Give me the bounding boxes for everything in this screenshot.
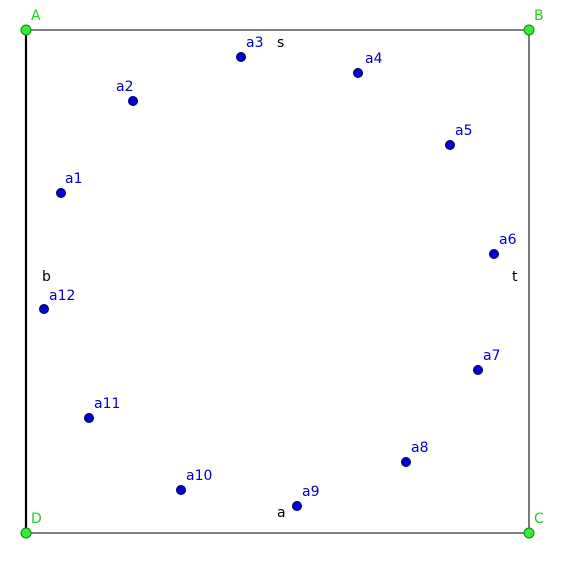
point-label-a5: a5: [455, 123, 473, 139]
point-a10: [176, 485, 186, 495]
square-vertices: A B C D: [20, 8, 544, 539]
point-label-a6: a6: [499, 232, 517, 248]
square-edges: [24, 29, 530, 534]
point-a6: [489, 249, 499, 259]
vertex-a: [20, 24, 32, 36]
point-a7: [473, 365, 483, 375]
point-label-a10: a10: [186, 468, 212, 484]
point-a4: [353, 68, 363, 78]
vertex-label-b: B: [534, 8, 544, 24]
side-label-a: a: [277, 505, 286, 521]
point-a1: [56, 188, 66, 198]
side-label-t: t: [512, 269, 518, 285]
vertex-d: [20, 527, 32, 539]
point-label-a3: a3: [246, 35, 264, 51]
vertex-label-c: C: [534, 511, 544, 527]
blue-points: a1 a2 a3 a4 a5 a6 a7 a8 a9 a10 a11 a12: [39, 35, 517, 511]
vertex-b: [523, 24, 535, 36]
vertex-label-d: D: [31, 511, 42, 527]
side-labels: s t a b: [42, 35, 518, 521]
point-a3: [236, 52, 246, 62]
point-label-a7: a7: [483, 348, 501, 364]
point-a5: [445, 140, 455, 150]
side-label-s: s: [277, 35, 284, 51]
point-label-a2: a2: [116, 79, 134, 95]
point-label-a9: a9: [302, 484, 320, 500]
point-label-a8: a8: [411, 440, 429, 456]
vertex-c: [523, 527, 535, 539]
point-a2: [128, 96, 138, 106]
point-label-a11: a11: [94, 396, 120, 412]
point-a12: [39, 304, 49, 314]
vertex-label-a: A: [31, 8, 41, 24]
point-label-a1: a1: [65, 171, 83, 187]
point-a9: [292, 501, 302, 511]
point-a8: [401, 457, 411, 467]
point-label-a12: a12: [49, 288, 75, 304]
point-a11: [84, 413, 94, 423]
side-label-b: b: [42, 269, 51, 285]
point-label-a4: a4: [365, 51, 383, 67]
